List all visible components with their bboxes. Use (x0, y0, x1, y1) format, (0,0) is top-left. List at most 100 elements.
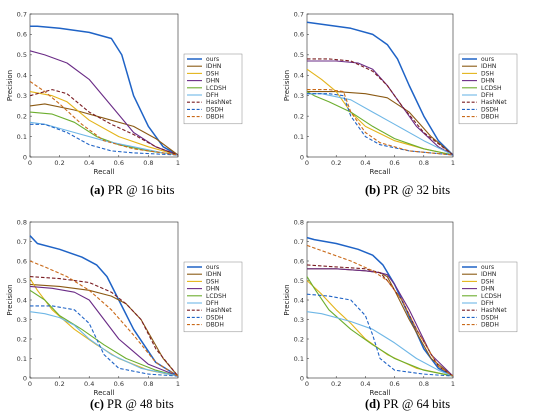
series-line-ours (30, 25, 179, 156)
y-tick-label: 0.4 (294, 72, 304, 80)
y-tick-label: 0.8 (294, 218, 304, 226)
plot-area (306, 221, 454, 379)
y-tick-label: 0.5 (294, 51, 304, 59)
caption-letter-c: (c) (90, 397, 104, 411)
legend-label-hashnet: HashNet (481, 99, 507, 106)
series-line-dbdh (306, 244, 454, 377)
y-tick-label: 0.4 (17, 72, 27, 80)
legend-label-dfh: DFH (481, 92, 494, 99)
legend-label-lcdsh: LCDSH (206, 293, 226, 300)
legend-label-dhn: DHN (206, 78, 220, 85)
x-axis-label: Recall (94, 168, 115, 176)
legend-label-dfh: DFH (206, 92, 219, 99)
x-tick-label: 1 (451, 159, 455, 167)
x-tick-label: 0.4 (360, 159, 370, 167)
legend-label-dbdh: DBDH (481, 322, 499, 329)
caption-c: (c) PR @ 48 bits (90, 397, 174, 412)
legend-label-idhn: IDHN (481, 271, 496, 278)
caption-letter-a: (a) (90, 183, 105, 197)
series-line-dhn (307, 268, 454, 377)
x-tick-label: 0.6 (114, 380, 124, 388)
x-tick-label: 0 (305, 380, 309, 388)
legend-label-dhn: DHN (206, 286, 220, 293)
x-axis-label: Recall (370, 168, 391, 176)
y-tick-label: 0.2 (294, 112, 304, 120)
y-tick-label: 0.2 (17, 335, 27, 343)
y-tick-label: 0.7 (17, 10, 27, 18)
y-tick-label: 0.5 (17, 51, 27, 59)
series-line-dsdh (30, 123, 179, 156)
y-tick-label: 0.2 (17, 112, 27, 120)
series-line-dsh (306, 280, 454, 377)
legend-label-ours: ours (481, 264, 494, 271)
y-tick-label: 0.3 (294, 316, 304, 324)
legend-label-dsdh: DSDH (206, 106, 224, 113)
y-tick-label: 0.1 (294, 133, 304, 141)
chart-panel-b: 0 0.2 0.4 0.6 0.8 1 0 0.1 0.2 0.3 0.4 0.5 0.6 0.7 Reca… (275, 0, 550, 210)
x-tick-label: 0 (28, 380, 32, 388)
legend-label-idhn: IDHN (206, 271, 221, 278)
x-tick-label: 0.4 (84, 159, 94, 167)
caption-text-d: PR @ 64 bits (380, 397, 451, 411)
legend-label-dfh: DFH (481, 300, 494, 307)
legend-label-hashnet: HashNet (206, 99, 232, 106)
x-tick-label: 1 (176, 159, 180, 167)
series-line-dsdh (30, 305, 179, 377)
y-tick-label: 0.2 (294, 335, 304, 343)
series-line-dfh (306, 311, 454, 377)
series-line-ours (306, 21, 454, 156)
series-line-hashnet (307, 58, 454, 156)
caption-b: (b) PR @ 32 bits (365, 183, 450, 198)
x-tick-label: 0.8 (143, 159, 153, 167)
legend-label-dhn: DHN (481, 286, 495, 293)
y-tick-label: 0 (23, 374, 27, 382)
chart-panel-a: 0 0.2 0.4 0.6 0.8 1 0 0.1 0.2 0.3 0.4 0.5 0.6 0.7 Reca… (0, 0, 275, 210)
chart-svg-b: 0 0.2 0.4 0.6 0.8 1 0 0.1 0.2 0.3 0.4 0.5 0.6 0.7 Reca… (283, 10, 518, 176)
y-tick-label: 0.1 (294, 355, 304, 363)
legend-label-dsdh: DSDH (481, 106, 499, 113)
legend-label-dsh: DSH (206, 70, 219, 77)
series-line-ours (29, 235, 179, 377)
caption-text-c: PR @ 48 bits (103, 397, 174, 411)
legend-label-ours: ours (206, 264, 219, 271)
chart-svg-a: 0 0.2 0.4 0.6 0.8 1 0 0.1 0.2 0.3 0.4 0.5 0.6 0.7 Reca… (6, 10, 243, 176)
legend-label-idhn: IDHN (481, 63, 496, 70)
legend-label-dsh: DSH (481, 70, 494, 77)
legend-label-dbdh: DBDH (206, 322, 224, 329)
legend-box (458, 53, 518, 125)
y-tick-label: 0.3 (17, 316, 27, 324)
y-axis-label: Precision (283, 284, 291, 315)
series-line-lcdsh (306, 91, 454, 156)
x-tick-label: 0.4 (84, 380, 94, 388)
caption-letter-b: (b) (365, 183, 381, 197)
y-tick-label: 0.7 (294, 238, 304, 246)
legend-label-dhn: DHN (481, 78, 495, 85)
series-line-idhn (29, 103, 179, 156)
series-line-idhn (29, 283, 179, 377)
y-axis-label: Precision (283, 70, 291, 101)
y-tick-label: 0 (23, 153, 27, 161)
legend-label-lcdsh: LCDSH (481, 293, 501, 300)
chart-panel-c: 0 0.2 0.4 0.6 0.8 1 0 0.1 0.2 0.3 0.4 0.5 0.6 0.7 0.8 R… (0, 210, 275, 420)
y-axis-label: Precision (6, 284, 14, 315)
y-tick-label: 0.5 (294, 277, 304, 285)
chart-panel-d: 0 0.2 0.4 0.6 0.8 1 0 0.1 0.2 0.3 0.4 0.5 0.6 0.7 0.8 R… (275, 210, 550, 420)
legend-label-dsh: DSH (481, 278, 494, 285)
series-line-dsdh (307, 93, 454, 156)
series-line-dbdh (307, 89, 454, 156)
series-line-dbdh (29, 260, 179, 377)
x-tick-label: 0.6 (389, 380, 399, 388)
y-tick-label: 0.3 (17, 92, 27, 100)
legend-label-lcdsh: LCDSH (481, 85, 501, 92)
y-tick-label: 0.7 (17, 238, 27, 246)
series-line-hashnet (29, 89, 179, 156)
series-line-lcdsh (306, 276, 454, 377)
y-tick-label: 0.6 (17, 257, 27, 265)
y-tick-label: 0.7 (294, 10, 304, 18)
x-tick-label: 0.2 (331, 159, 341, 167)
legend-label-ours: ours (481, 56, 494, 63)
series-line-dbdh (29, 80, 179, 156)
x-tick-label: 0.8 (419, 380, 429, 388)
legend-label-lcdsh: LCDSH (206, 85, 226, 92)
caption-a: (a) PR @ 16 bits (90, 183, 174, 198)
